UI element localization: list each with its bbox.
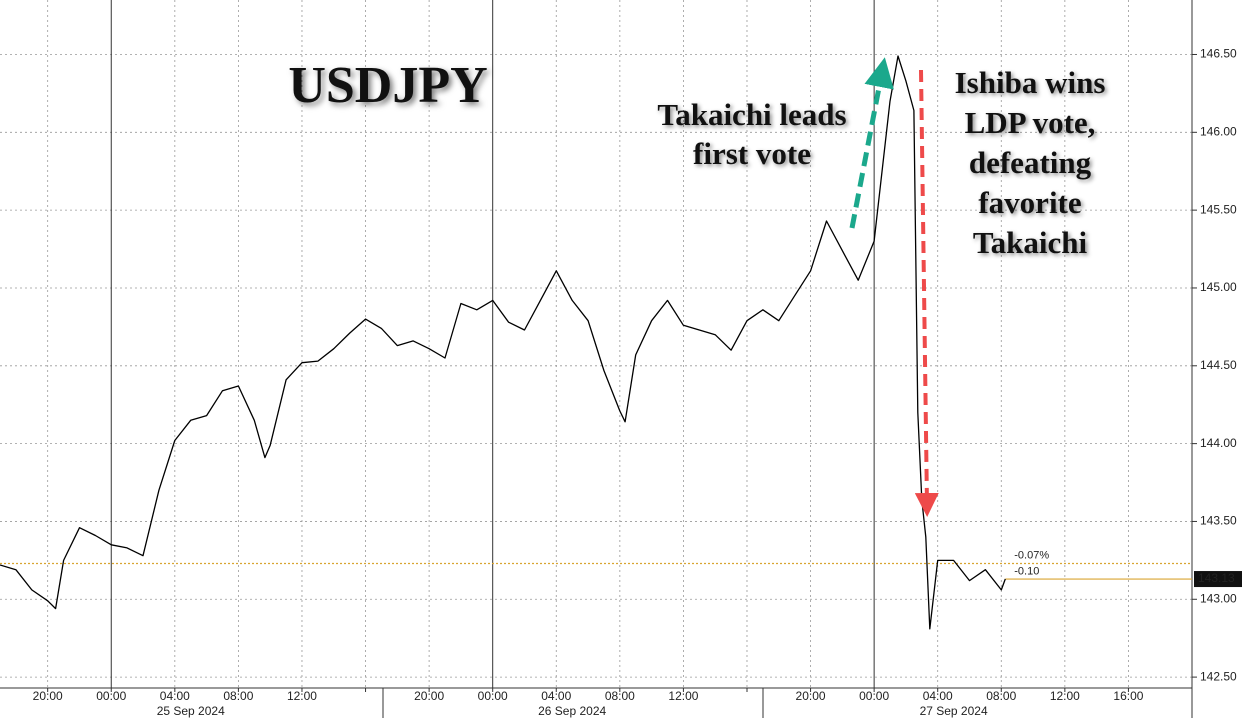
y-tick-label: 146.00 [1200,124,1237,138]
x-tick-label: 16:00 [1113,689,1143,703]
grid [0,0,1192,688]
price-line [0,55,1006,630]
x-tick-label: 08:00 [986,689,1016,703]
date-label: 26 Sep 2024 [538,704,606,718]
x-tick-label: 20:00 [414,689,444,703]
x-tick-label: 12:00 [1050,689,1080,703]
x-tick-label: 04:00 [160,689,190,703]
x-tick-label: 12:00 [668,689,698,703]
x-tick-label: 20:00 [33,689,63,703]
x-tick-label: 00:00 [478,689,508,703]
y-tick-label: 142.50 [1200,669,1237,683]
annotation: favorite [978,185,1081,220]
y-tick-label: 144.50 [1200,358,1237,372]
x-tick-label: 12:00 [287,689,317,703]
x-tick-label: 04:00 [541,689,571,703]
y-tick-label: 143.00 [1200,591,1237,605]
y-tick-label: 144.00 [1200,436,1237,450]
annotation: Takaichi leads [657,97,846,132]
annotation-arrow [914,69,939,517]
x-tick-label: 08:00 [605,689,635,703]
date-label: 27 Sep 2024 [920,704,988,718]
reference-label: -0.10 [1014,565,1039,577]
last-value-box [1194,571,1242,588]
chart-title: USDJPY [288,57,487,114]
annotation: defeating [969,145,1092,180]
reference-label: -0.07% [1014,549,1049,561]
annotation: Takaichi [973,225,1088,260]
x-tick-label: 00:00 [859,689,889,703]
annotation: LDP vote, [965,105,1096,140]
y-tick-label: 146.50 [1200,47,1237,61]
x-tick-label: 20:00 [796,689,826,703]
date-label: 25 Sep 2024 [157,704,225,718]
annotation: first vote [693,136,811,171]
y-tick-label: 145.50 [1200,202,1237,216]
y-tick-label: 145.00 [1200,280,1237,294]
x-tick-label: 00:00 [96,689,126,703]
y-tick-label: 143.50 [1200,514,1237,528]
x-tick-label: 04:00 [923,689,953,703]
annotation: Ishiba wins [955,65,1106,100]
x-tick-label: 08:00 [223,689,253,703]
annotation-arrow [849,57,894,229]
last-value-label: 143.13 [1198,571,1235,585]
